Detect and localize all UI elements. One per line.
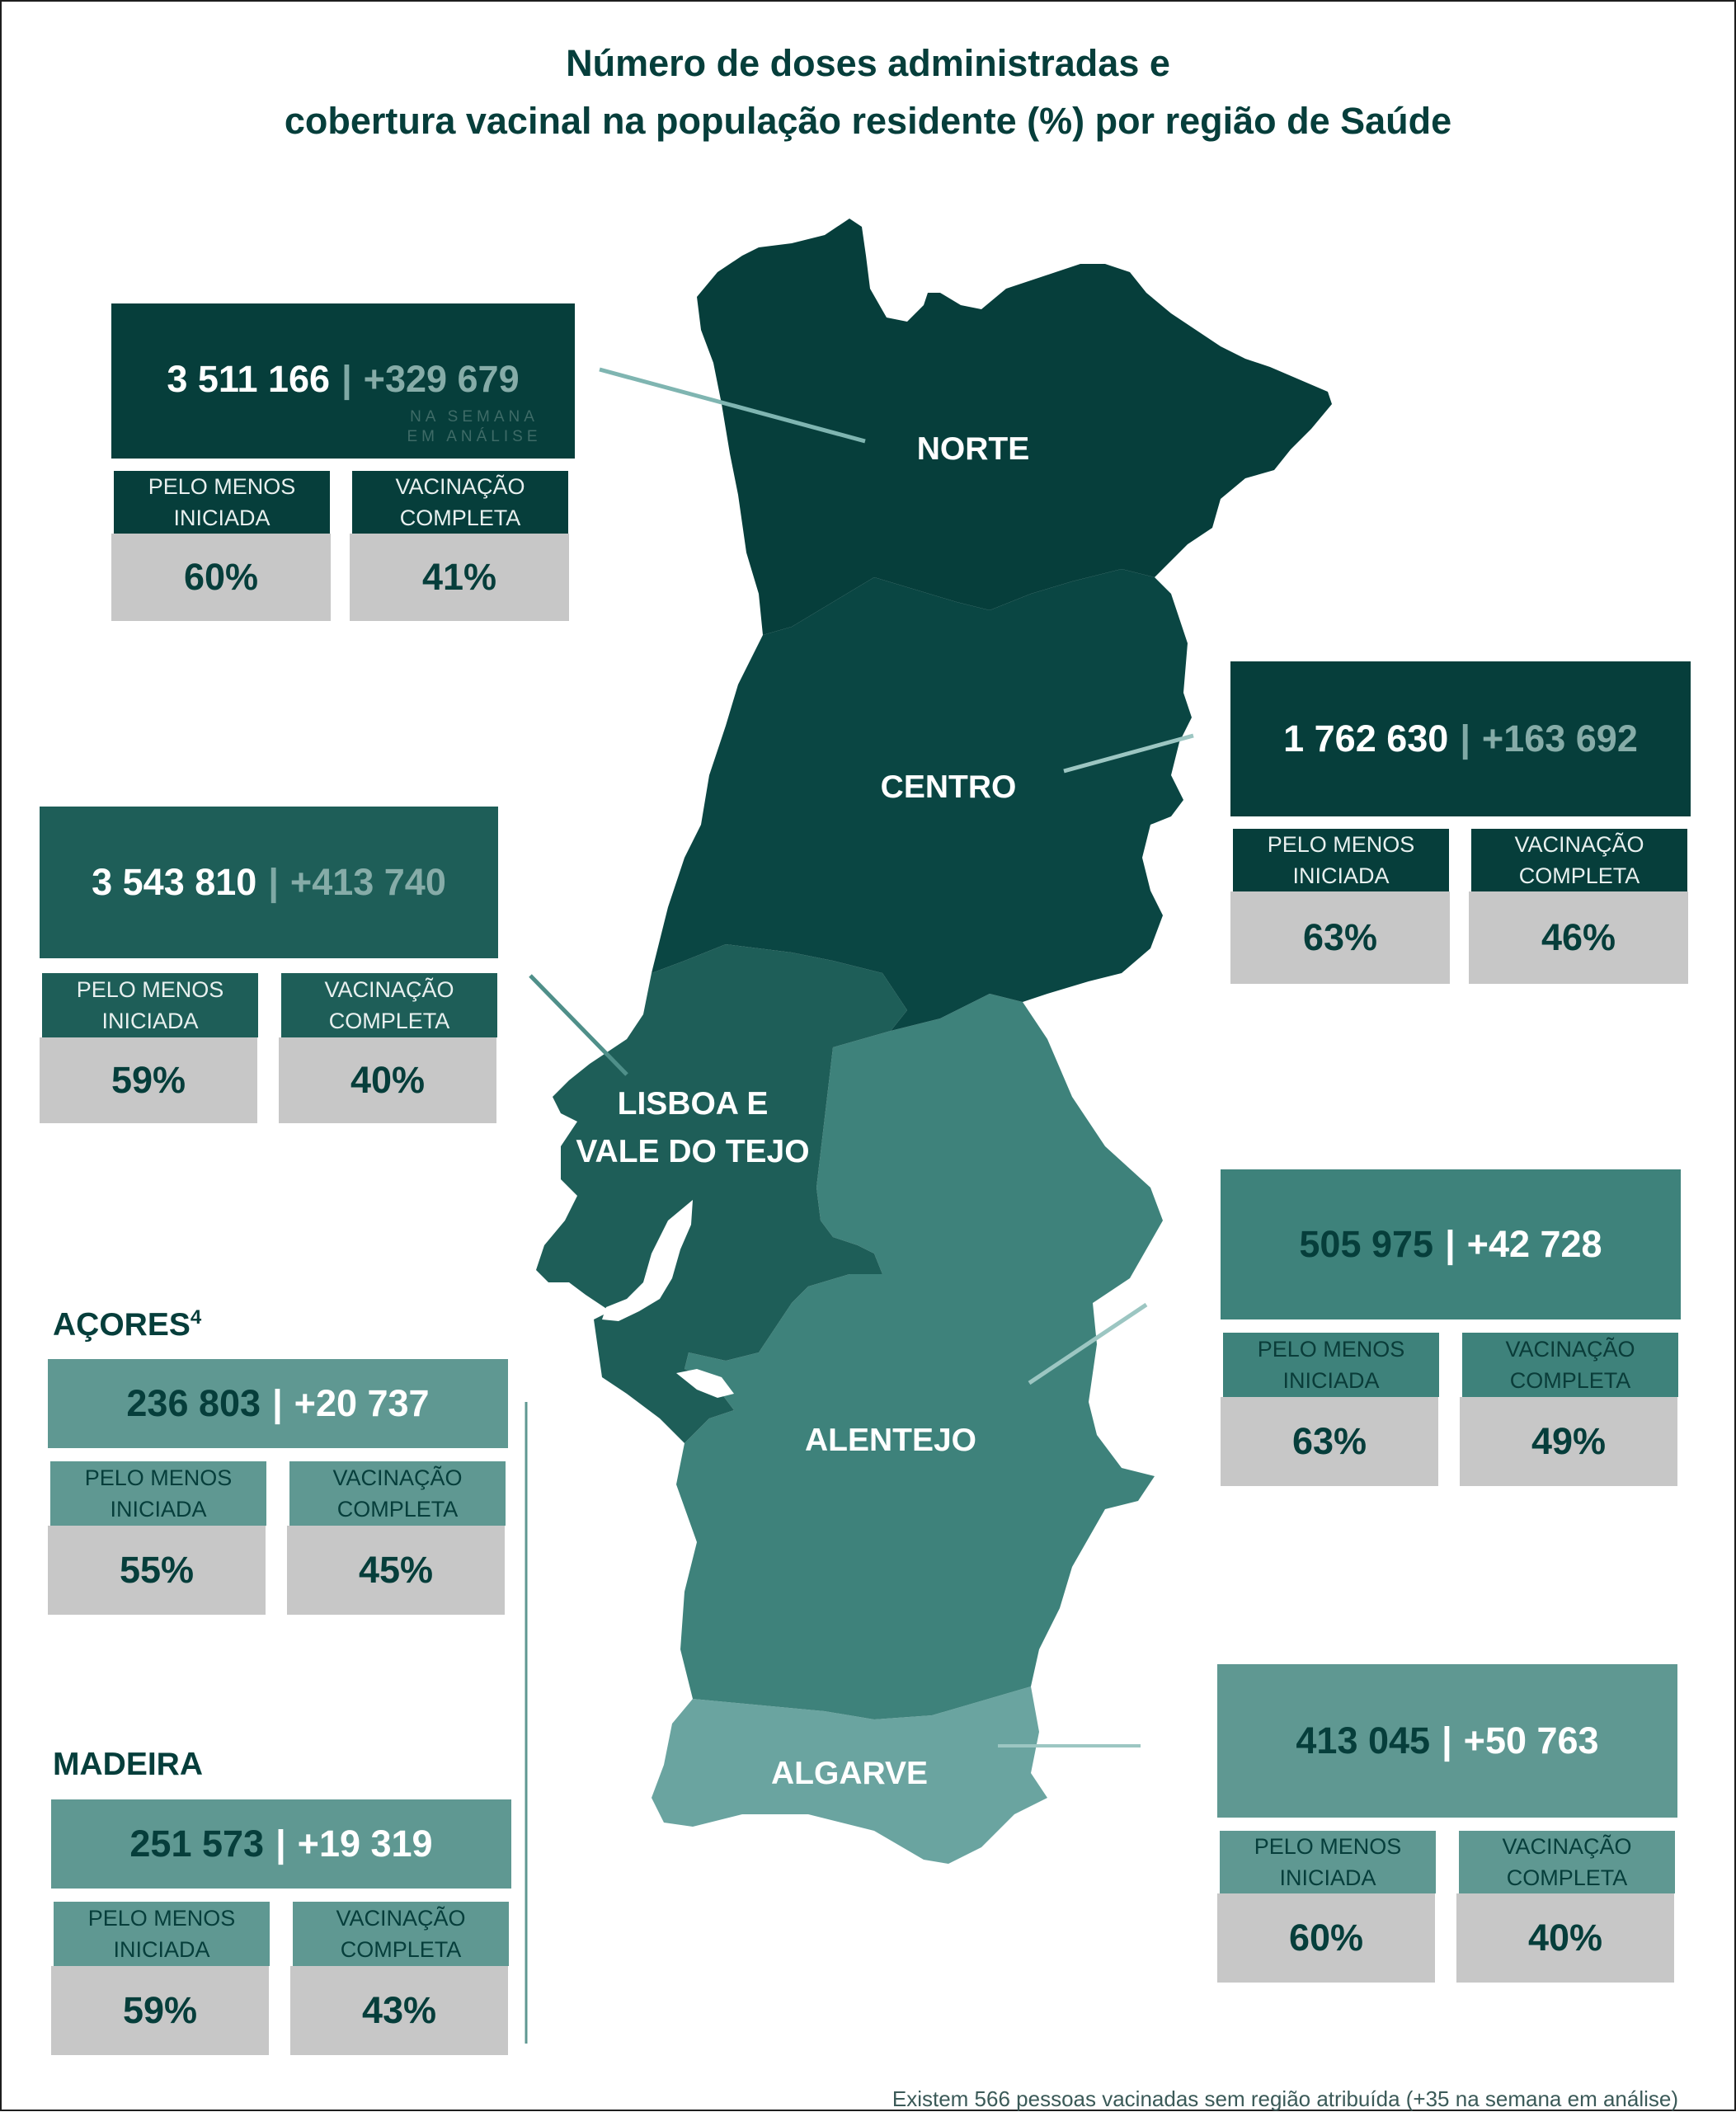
card-alentejo-complete-value: 49%: [1460, 1397, 1677, 1486]
card-madeira-started-label: PELO MENOS INICIADA: [54, 1902, 270, 1966]
card-norte-total: 3 511 166: [167, 358, 331, 400]
page-title: Número de doses administradas e cobertur…: [0, 35, 1736, 150]
card-algarve-complete-label: VACINAÇÃO COMPLETA: [1459, 1831, 1675, 1893]
card-lisboa-week: +413 740: [289, 861, 446, 903]
card-madeira-started-value: 59%: [51, 1966, 269, 2055]
card-norte-week: +329 679: [363, 358, 520, 400]
card-centro-total: 1 762 630: [1283, 717, 1449, 760]
card-algarve-started-value: 60%: [1217, 1893, 1435, 1983]
region-label-lisboa-line2: VALE DO TEJO: [576, 1134, 810, 1169]
region-label-lisboa-line1: LISBOA E: [617, 1086, 769, 1122]
card-lisboa-complete-value: 40%: [279, 1037, 496, 1123]
card-algarve-separator: |: [1442, 1719, 1452, 1762]
card-norte-started-label: PELO MENOS INICIADA: [114, 471, 330, 534]
card-madeira-header: 251 573 | +19 319: [51, 1799, 511, 1889]
card-acores-complete-value: 45%: [287, 1526, 505, 1615]
card-algarve-week: +50 763: [1463, 1719, 1599, 1762]
card-lisboa-total: 3 543 810: [92, 861, 257, 903]
card-algarve-complete-value: 40%: [1456, 1893, 1674, 1983]
card-centro-complete-label: VACINAÇÃO COMPLETA: [1471, 829, 1687, 891]
card-alentejo-total: 505 975: [1299, 1223, 1434, 1265]
card-norte-complete-label: VACINAÇÃO COMPLETA: [352, 471, 568, 534]
card-alentejo-header: 505 975 | +42 728: [1221, 1169, 1681, 1319]
card-centro-started-label: PELO MENOS INICIADA: [1233, 829, 1449, 891]
region-algarve-shape: [652, 1686, 1047, 1864]
card-alentejo-started-label: PELO MENOS INICIADA: [1223, 1333, 1439, 1397]
card-acores-started-label: PELO MENOS INICIADA: [50, 1461, 266, 1526]
tejo-estuary: [602, 1200, 693, 1321]
islands-label-acores: AÇORES4: [53, 1306, 201, 1343]
card-lisboa-separator: |: [268, 861, 279, 903]
region-label-lisboa: LISBOA E VALE DO TEJO: [561, 1080, 825, 1176]
card-acores-total: 236 803: [126, 1382, 261, 1424]
islands-label-madeira: MADEIRA: [53, 1747, 203, 1782]
card-lisboa-complete-label: VACINAÇÃO COMPLETA: [281, 973, 497, 1037]
card-centro-complete-value: 46%: [1469, 891, 1688, 984]
title-line-1: Número de doses administradas e: [566, 42, 1170, 84]
region-centro-shape: [652, 569, 1192, 1031]
card-norte-complete-value: 41%: [350, 534, 569, 621]
week-note-line2: EM ANÁLISE: [407, 428, 542, 445]
card-madeira-separator: |: [275, 1823, 286, 1865]
card-acores-started-value: 55%: [48, 1526, 266, 1615]
card-alentejo-complete-label: VACINAÇÃO COMPLETA: [1462, 1333, 1678, 1397]
card-centro-started-value: 63%: [1230, 891, 1450, 984]
card-madeira-complete-value: 43%: [290, 1966, 508, 2055]
region-label-centro: CENTRO: [880, 769, 1017, 805]
region-label-norte: NORTE: [916, 431, 1030, 467]
acores-footnote: 4: [190, 1306, 202, 1329]
card-algarve-total: 413 045: [1296, 1719, 1431, 1762]
card-algarve-header: 413 045 | +50 763: [1217, 1664, 1677, 1818]
title-line-2: cobertura vacinal na população residente…: [284, 100, 1452, 142]
card-norte-started-value: 60%: [111, 534, 331, 621]
region-alentejo-shape: [676, 994, 1163, 1719]
card-acores-complete-label: VACINAÇÃO COMPLETA: [289, 1461, 506, 1526]
card-madeira-total: 251 573: [129, 1823, 265, 1865]
card-norte-header: 3 511 166 | +329 679: [111, 303, 575, 459]
week-note-line1: NA SEMANA: [410, 408, 539, 426]
acores-name: AÇORES: [53, 1307, 191, 1343]
card-alentejo-started-value: 63%: [1221, 1397, 1438, 1486]
card-centro-separator: |: [1460, 717, 1470, 760]
region-lisboa-shape: [536, 944, 907, 1443]
card-lisboa-started-label: PELO MENOS INICIADA: [42, 973, 258, 1037]
card-norte-separator: |: [341, 358, 352, 400]
card-algarve-started-label: PELO MENOS INICIADA: [1220, 1831, 1436, 1893]
region-label-algarve: ALGARVE: [771, 1756, 928, 1791]
card-centro-week: +163 692: [1481, 717, 1638, 760]
card-lisboa-started-value: 59%: [40, 1037, 257, 1123]
card-alentejo-separator: |: [1445, 1223, 1456, 1265]
region-label-alentejo: ALENTEJO: [804, 1423, 977, 1458]
region-norte-shape: [697, 219, 1332, 635]
card-centro-header: 1 762 630 | +163 692: [1230, 661, 1691, 816]
card-madeira-complete-label: VACINAÇÃO COMPLETA: [293, 1902, 509, 1966]
sado-estuary: [676, 1369, 734, 1398]
card-acores-separator: |: [272, 1382, 283, 1424]
footer-note: Existem 566 pessoas vacinadas sem região…: [892, 2086, 1678, 2111]
card-acores-week: +20 737: [294, 1382, 430, 1424]
card-norte-week-note: NA SEMANA EM ANÁLISE: [392, 407, 557, 447]
connector-lines: [525, 367, 1194, 2044]
card-acores-header: 236 803 | +20 737: [48, 1359, 508, 1448]
card-lisboa-header: 3 543 810 | +413 740: [40, 807, 498, 958]
card-alentejo-week: +42 728: [1466, 1223, 1602, 1265]
card-madeira-week: +19 319: [297, 1823, 433, 1865]
